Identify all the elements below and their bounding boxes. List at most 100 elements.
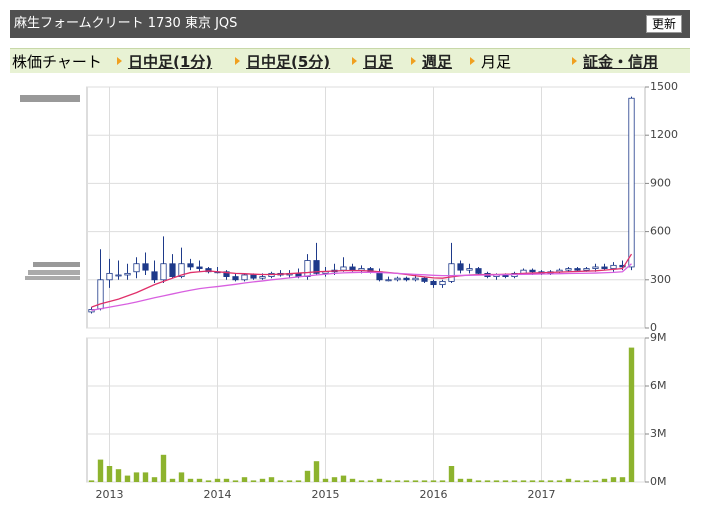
volume-frame bbox=[86, 337, 646, 483]
y-tick-label: 0M bbox=[650, 475, 667, 488]
volume-bar bbox=[169, 478, 176, 482]
volume-bar bbox=[619, 477, 626, 482]
volume-bar bbox=[403, 480, 410, 482]
candle-body bbox=[448, 263, 455, 282]
moving-average bbox=[91, 263, 632, 311]
volume-bar bbox=[151, 477, 158, 482]
tab[interactable]: 証金・信用 bbox=[572, 49, 658, 75]
y-tick-label: 6M bbox=[650, 379, 667, 392]
volume-bar bbox=[331, 477, 338, 482]
volume-bar bbox=[628, 347, 635, 482]
volume-bar bbox=[466, 478, 473, 482]
volume-bar bbox=[196, 478, 203, 482]
y-tick-label: 1500 bbox=[650, 80, 678, 93]
volume-bar bbox=[529, 480, 536, 482]
candle-body bbox=[250, 274, 257, 279]
candle-body bbox=[619, 264, 626, 268]
x-tick-label: 2013 bbox=[96, 488, 124, 501]
y-tick-label: 3M bbox=[650, 427, 667, 440]
volume-bar bbox=[187, 478, 194, 482]
header: 麻生フォームクリート 1730 東京 JQS 更新 bbox=[10, 10, 690, 38]
candle-body bbox=[304, 260, 311, 277]
candle-body bbox=[349, 266, 356, 271]
volume-bar bbox=[538, 480, 545, 482]
volume-bar bbox=[367, 480, 374, 482]
volume-bar bbox=[349, 478, 356, 482]
candle-body bbox=[439, 281, 446, 286]
candle-body bbox=[106, 272, 113, 281]
y-tick-label: 600 bbox=[650, 225, 671, 238]
volume-bar bbox=[520, 480, 527, 482]
candle-body bbox=[88, 309, 95, 313]
volume-bar bbox=[376, 478, 383, 482]
tab: 株価チャート bbox=[12, 53, 102, 71]
candle-body bbox=[178, 263, 185, 277]
volume-bar bbox=[133, 472, 140, 482]
volume-bar bbox=[178, 472, 185, 482]
x-tick-label: 2014 bbox=[204, 488, 232, 501]
candle-body bbox=[610, 264, 617, 269]
tab: 月足 bbox=[470, 49, 511, 75]
candle-body bbox=[421, 277, 428, 282]
volume-bar bbox=[115, 469, 122, 482]
volume-bar bbox=[322, 478, 329, 482]
candle-body bbox=[124, 272, 131, 276]
tab[interactable]: 週足 bbox=[411, 49, 452, 75]
candle-body bbox=[205, 268, 212, 273]
volume-bar bbox=[142, 472, 149, 482]
volume-bar bbox=[97, 459, 104, 482]
tab[interactable]: 日中足(1分) bbox=[117, 49, 212, 75]
volume-bar bbox=[439, 480, 446, 482]
candle-body bbox=[232, 276, 239, 281]
volume-bar bbox=[124, 475, 131, 482]
volume-bar bbox=[106, 466, 113, 482]
volume-bar bbox=[601, 478, 608, 482]
candle-body bbox=[412, 277, 419, 281]
refresh-button[interactable]: 更新 bbox=[645, 15, 682, 33]
x-tick-label: 2016 bbox=[420, 488, 448, 501]
blur-bar bbox=[28, 270, 80, 275]
candle-body bbox=[142, 263, 149, 271]
candle-body bbox=[313, 260, 320, 274]
volume-bar bbox=[511, 480, 518, 482]
x-tick-label: 2017 bbox=[528, 488, 556, 501]
candle-body bbox=[223, 271, 230, 277]
tab[interactable]: 日足 bbox=[352, 49, 393, 75]
volume-bar bbox=[556, 480, 563, 482]
volume-bar bbox=[547, 480, 554, 482]
candle-body bbox=[466, 268, 473, 271]
volume-bar bbox=[160, 454, 167, 482]
y-tick-label: 9M bbox=[650, 331, 667, 344]
candle-body bbox=[133, 263, 140, 273]
candle-body bbox=[187, 263, 194, 268]
volume-bar bbox=[493, 480, 500, 482]
candle-body bbox=[565, 268, 572, 271]
candle-body bbox=[457, 263, 464, 271]
header-title: 麻生フォームクリート 1730 東京 JQS bbox=[14, 16, 238, 31]
candle-body bbox=[196, 266, 203, 269]
volume-bar bbox=[268, 477, 275, 482]
volume-bar bbox=[565, 478, 572, 482]
volume-bar bbox=[502, 480, 509, 482]
candle-body bbox=[241, 274, 248, 281]
volume-bar bbox=[295, 480, 302, 482]
volume-bar bbox=[88, 480, 95, 482]
blur-bar bbox=[33, 262, 80, 267]
volume-bar bbox=[286, 480, 293, 482]
volume-bar bbox=[223, 478, 230, 482]
volume-bar bbox=[304, 470, 311, 482]
candle-body bbox=[403, 277, 410, 281]
candle-body bbox=[115, 274, 122, 277]
candle-body bbox=[358, 268, 365, 271]
volume-bar bbox=[205, 480, 212, 482]
candle-body bbox=[169, 263, 176, 277]
candle-body bbox=[574, 268, 581, 271]
x-tick-label: 2015 bbox=[312, 488, 340, 501]
tab[interactable]: 日中足(5分) bbox=[235, 49, 330, 75]
y-tick-label: 1200 bbox=[650, 128, 678, 141]
y-tick-label: 900 bbox=[650, 176, 671, 189]
candle-body bbox=[475, 268, 482, 274]
volume-bar bbox=[421, 480, 428, 482]
